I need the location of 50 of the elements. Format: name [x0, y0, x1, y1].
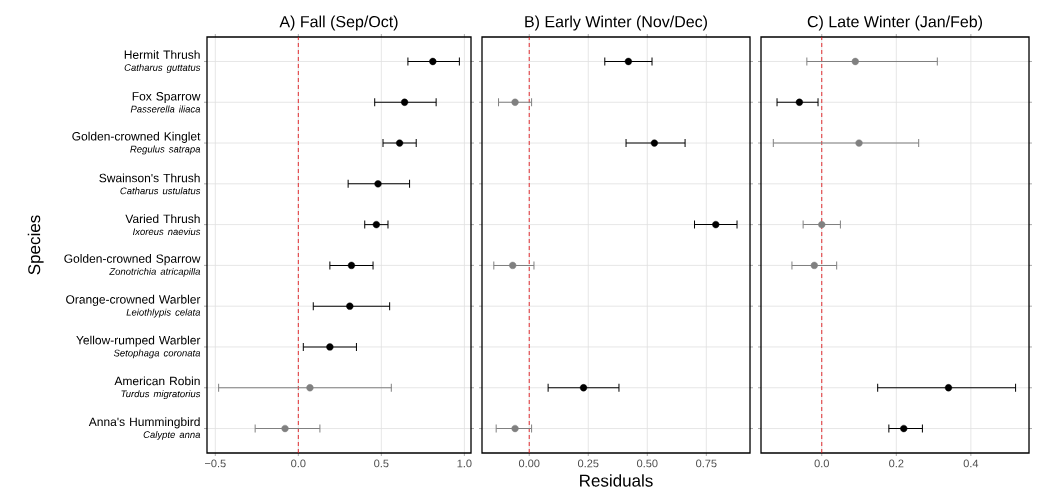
x-tick-label: 0.0 [814, 459, 829, 468]
point [400, 98, 409, 106]
x-tick-label: 1.0 [457, 459, 472, 468]
point [326, 343, 334, 351]
point [818, 221, 826, 229]
point [855, 139, 863, 147]
x-tick-label: 0.4 [963, 459, 979, 468]
point [346, 302, 354, 310]
y-tick-label: Golden-crowned Kinglet Regulus satrapa [72, 131, 201, 155]
y-axis-title: Species [27, 215, 44, 275]
point [281, 424, 289, 433]
x-tick-label: 0.00 [518, 459, 540, 468]
point [347, 261, 356, 269]
x-tick-label: 0.25 [577, 459, 599, 468]
point [650, 139, 658, 147]
y-tick-label: Anna's Hummingbird Calypte anna [88, 417, 201, 440]
point [374, 180, 382, 188]
point [795, 98, 803, 106]
point [511, 98, 519, 106]
y-tick-label: Swainson's Thrush Catharus ustulatus [99, 173, 201, 195]
x-tick-label: 0.50 [637, 459, 658, 468]
point [944, 384, 953, 392]
x-tick-label: −0.5 [204, 459, 226, 468]
point [429, 57, 437, 66]
chart-title: A) Fall (Sep/Oct) [279, 15, 398, 31]
x-axis-title: Residuals [580, 474, 653, 487]
y-tick-label: Orange-crowned Warbler Leiothlypis celata [66, 294, 201, 318]
point [712, 221, 720, 229]
point [372, 221, 380, 229]
y-tick-label: American Robin Turdus migratorius [114, 376, 201, 400]
chart-title: B) Early Winter (Nov/Dec) [525, 15, 707, 31]
x-tick-label: 0.0 [291, 459, 306, 468]
point [624, 57, 632, 66]
x-tick-label: 0.5 [374, 459, 389, 468]
chart-title: C) Late Winter (Jan/Feb) [807, 15, 983, 31]
point [579, 384, 588, 392]
point [810, 261, 818, 269]
point [396, 139, 404, 147]
y-tick-label: Hermit Thrush Catharus guttatus [124, 50, 201, 73]
y-tick-label: Golden-crowned Sparrow Zonotrichia atricapilla [64, 254, 201, 277]
y-tick-label: Fox Sparrow Passerella iliaca [130, 92, 201, 113]
y-tick-label: Yellow-rumped Warbler Setophaga coronata [76, 335, 201, 359]
x-tick-label: 0.2 [889, 459, 904, 468]
point [509, 261, 517, 269]
point [511, 424, 519, 433]
point [900, 424, 908, 433]
point [306, 384, 314, 392]
x-tick-label: 0.75 [696, 459, 717, 468]
point [851, 57, 859, 66]
y-tick-label: Varied Thrush Ixoreus naevius [125, 214, 201, 236]
